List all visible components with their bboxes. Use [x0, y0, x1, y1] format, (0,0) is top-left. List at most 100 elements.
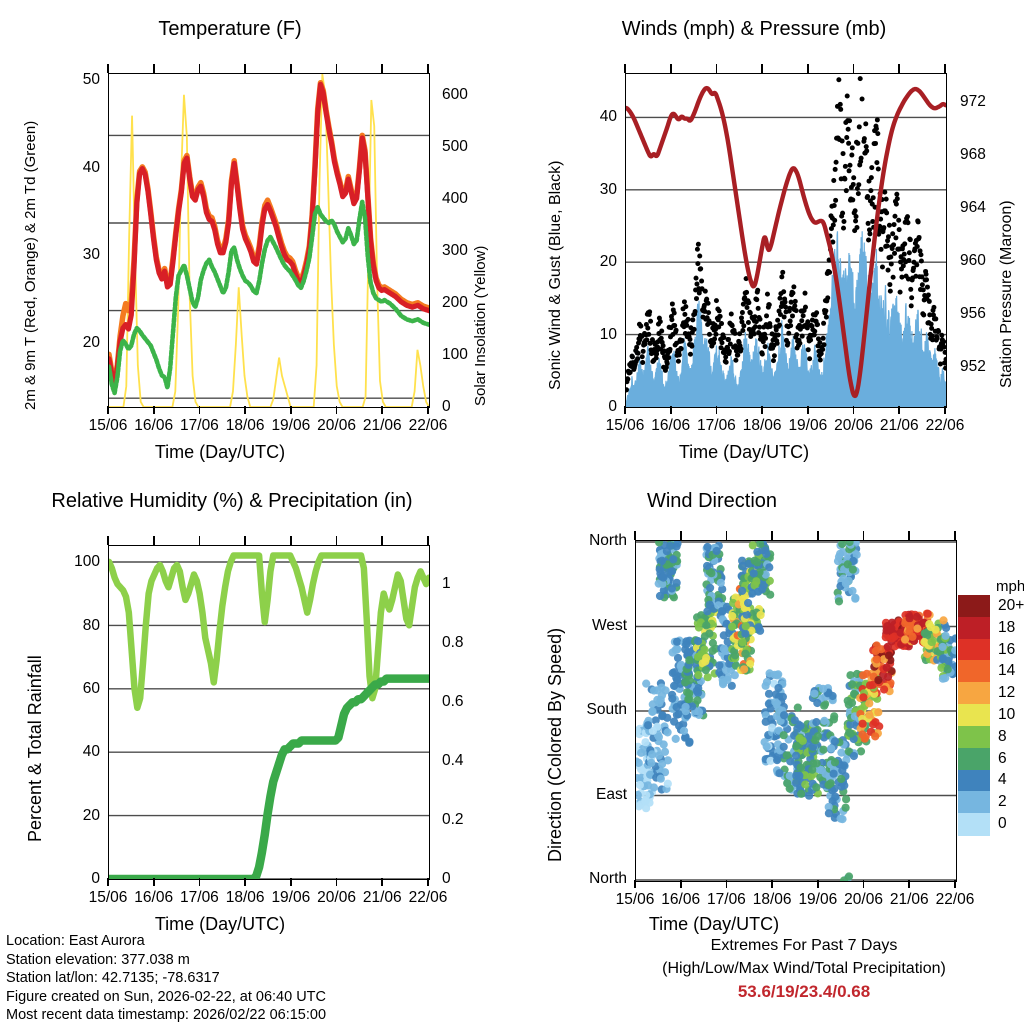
x-tick-label: 18/06	[225, 417, 265, 434]
tick-label: 20	[599, 253, 617, 270]
x-tick-label: 16/06	[661, 891, 701, 908]
footer-line: Figure created on Sun, 2026-02-22, at 06…	[6, 988, 326, 1005]
colorbar-swatch	[958, 595, 990, 618]
axis-tick	[944, 406, 946, 414]
tick-label: 1	[442, 575, 451, 592]
axis-tick	[669, 406, 672, 414]
colorbar-swatches: 20+ 18 16 14 12 10 8 6 4 2 0	[958, 595, 1024, 836]
extremes-footer: Extremes For Past 7 Days (High/Low/Max W…	[604, 934, 1004, 1003]
axis-tick	[335, 64, 338, 73]
tick-label: 0	[608, 398, 617, 415]
x-tick-label: 17/06	[707, 891, 746, 908]
axis-tick	[954, 880, 956, 888]
tick-label: East	[595, 786, 627, 803]
panel-winddir: Wind Direction Direction (Colored By Spe…	[520, 490, 1024, 934]
tick-label: 100	[442, 346, 468, 363]
x-tick-label: 19/06	[271, 417, 311, 434]
colorbar-tick-label: 6	[998, 749, 1007, 767]
tick-label: West	[591, 617, 627, 634]
x-tick-label: 21/06	[889, 891, 929, 908]
x-tick-label: 21/06	[362, 889, 402, 906]
humidity-rain-series	[109, 674, 429, 879]
axis-tick	[817, 531, 819, 540]
extremes-subheading: (High/Low/Max Wind/Total Precipitation)	[662, 960, 946, 977]
footer-line: Most recent data timestamp: 2026/02/22 0…	[6, 1007, 327, 1024]
winddir-svg	[636, 541, 956, 881]
x-tick-label: 18/06	[742, 417, 782, 434]
axis-tick	[244, 406, 246, 414]
axis-tick	[852, 406, 855, 414]
tick-label: 80	[82, 617, 100, 634]
temperature-plot-area	[108, 73, 430, 408]
colorbar-tick-label: 18	[998, 618, 1016, 636]
temperature-dewpoint-series	[109, 199, 429, 396]
tick-label: 0.6	[442, 693, 464, 710]
temperature-ylabel-left: 2m & 9m T (Red, Orange) & 2m Td (Green)	[22, 120, 39, 410]
winddir-plot-area	[635, 540, 957, 882]
temperature-2m-series	[109, 81, 429, 387]
winddir-xlabel: Time (Day/UTC)	[648, 914, 780, 934]
axis-tick	[725, 531, 728, 540]
axis-tick	[152, 64, 155, 73]
tick-label: 10	[599, 326, 617, 343]
axis-tick	[898, 406, 901, 414]
footer-line: Station elevation: 377.038 m	[6, 951, 190, 968]
colorbar-tick-label: 4	[998, 771, 1007, 789]
x-tick-label: 20/06	[317, 417, 356, 434]
tick-label: 40	[82, 159, 100, 176]
axis-tick	[107, 878, 109, 886]
axis-tick	[427, 64, 429, 73]
x-tick-label: 20/06	[317, 889, 356, 906]
axis-tick	[107, 406, 109, 414]
extremes-heading: Extremes For Past 7 Days	[710, 937, 898, 954]
tick-label: 40	[82, 743, 100, 760]
winds-gust-series	[626, 76, 946, 393]
footer-line: Location: East Aurora	[6, 933, 145, 949]
tick-label: 30	[599, 181, 617, 198]
x-tick-label: 17/06	[697, 417, 736, 434]
tick-label: 968	[960, 146, 986, 163]
axis-tick	[152, 406, 155, 414]
colorbar-tick-label: 20+	[998, 596, 1024, 614]
axis-tick	[862, 880, 865, 888]
axis-tick	[381, 64, 384, 73]
tick-label: 0.2	[442, 811, 464, 828]
humidity-svg	[109, 552, 429, 879]
tick-label: 400	[442, 190, 468, 207]
axis-tick	[771, 880, 773, 888]
axis-tick	[244, 64, 246, 73]
axis-tick	[335, 536, 338, 545]
tick-label: 956	[960, 305, 986, 322]
footer-line: Station lat/lon: 42.7135; -78.6317	[6, 970, 220, 987]
axis-tick	[908, 531, 911, 540]
axis-tick	[198, 536, 201, 545]
colorbar-swatch	[958, 660, 990, 683]
extremes-values: 53.6/19/23.4/0.68	[737, 982, 871, 1001]
winds-ylabel-right: Station Pressure (Maroon)	[998, 200, 1015, 388]
temperature-svg	[109, 74, 429, 407]
x-tick-label: 16/06	[651, 417, 691, 434]
winds-svg	[626, 76, 946, 407]
axis-tick	[198, 64, 201, 73]
x-tick-label: 19/06	[788, 417, 828, 434]
x-tick-label: 19/06	[798, 891, 838, 908]
colorbar-swatch	[958, 725, 990, 749]
x-tick-label: 19/06	[271, 889, 311, 906]
tick-label: 0.8	[442, 634, 464, 651]
axis-tick	[679, 880, 682, 888]
axis-tick	[761, 406, 763, 414]
winds-plot-area	[625, 73, 947, 408]
x-tick-label: 17/06	[180, 417, 219, 434]
temperature-ylabel-right: Solar Insolation (Yellow)	[472, 245, 489, 406]
station-info-footer: Location: East Aurora Station elevation:…	[6, 932, 326, 1025]
axis-tick	[427, 406, 429, 414]
axis-tick	[944, 64, 946, 73]
tick-label: 960	[960, 252, 986, 269]
axis-tick	[954, 531, 956, 540]
humidity-title: Relative Humidity (%) & Precipitation (i…	[51, 490, 413, 512]
x-tick-label: 17/06	[180, 889, 219, 906]
axis-tick	[817, 880, 819, 888]
axis-tick	[198, 878, 201, 886]
tick-label: 300	[442, 242, 468, 259]
axis-tick	[669, 64, 672, 73]
